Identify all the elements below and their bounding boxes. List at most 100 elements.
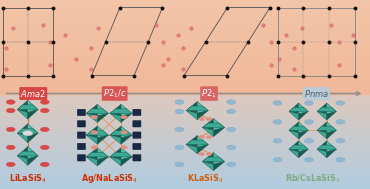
Bar [0, 36, 370, 37]
Text: $\it{Pnma}$: $\it{Pnma}$ [304, 88, 329, 99]
Bar [0, 38, 370, 39]
Bar [0, 52, 370, 53]
Bar [0, 69, 370, 70]
Bar [0, 3, 370, 4]
Polygon shape [97, 104, 108, 116]
Polygon shape [17, 110, 28, 119]
Bar [0, 154, 370, 155]
Bar [0, 64, 370, 65]
Bar [0, 85, 370, 86]
Circle shape [91, 131, 98, 134]
Circle shape [273, 157, 282, 162]
Bar [0, 16, 370, 17]
Circle shape [227, 109, 236, 114]
Bar [0, 104, 370, 105]
Bar [0, 0, 370, 1]
Bar [0, 9, 370, 10]
Bar [0, 12, 370, 13]
Bar [0, 173, 370, 174]
Bar [0, 57, 370, 58]
Circle shape [227, 127, 236, 132]
Bar [0, 78, 370, 79]
Polygon shape [317, 126, 336, 130]
Polygon shape [17, 100, 28, 112]
Bar [0, 98, 370, 99]
Bar [0, 166, 370, 167]
Bar [0, 39, 370, 40]
Bar [0, 13, 370, 14]
Bar [0, 136, 370, 137]
FancyBboxPatch shape [133, 121, 141, 127]
Polygon shape [97, 113, 108, 122]
Bar [0, 34, 370, 35]
Polygon shape [97, 148, 108, 160]
Polygon shape [202, 128, 213, 137]
Bar [0, 43, 370, 44]
Polygon shape [289, 145, 308, 149]
Bar [0, 44, 370, 45]
Bar [0, 155, 370, 156]
Polygon shape [110, 135, 121, 144]
Bar [0, 169, 370, 170]
Bar [0, 23, 370, 24]
Bar [0, 145, 370, 146]
Polygon shape [317, 130, 327, 139]
Bar [0, 140, 370, 141]
Polygon shape [289, 141, 299, 152]
Bar [0, 70, 370, 71]
Bar [0, 118, 370, 119]
Polygon shape [317, 103, 327, 114]
Bar [0, 66, 370, 67]
Bar [0, 96, 370, 97]
Bar [0, 162, 370, 163]
Polygon shape [121, 113, 132, 122]
Bar [0, 163, 370, 164]
Bar [0, 119, 370, 120]
Bar [0, 93, 370, 94]
Polygon shape [299, 103, 308, 114]
Bar [0, 27, 370, 28]
Bar [0, 164, 370, 165]
Bar [0, 94, 370, 95]
Circle shape [175, 145, 184, 150]
FancyBboxPatch shape [77, 155, 85, 161]
Polygon shape [110, 104, 121, 116]
Text: $\it{P}2_1$: $\it{P}2_1$ [201, 87, 217, 100]
Polygon shape [289, 130, 299, 139]
Bar [0, 28, 370, 29]
Bar [0, 137, 370, 138]
Circle shape [305, 120, 313, 124]
Bar [0, 146, 370, 147]
Polygon shape [17, 105, 38, 110]
Circle shape [6, 108, 15, 113]
Bar [0, 125, 370, 126]
Bar [0, 170, 370, 171]
Bar [0, 184, 370, 185]
FancyBboxPatch shape [77, 109, 85, 116]
Bar [0, 73, 370, 74]
Bar [0, 88, 370, 89]
Polygon shape [17, 151, 38, 156]
Bar [0, 151, 370, 152]
Circle shape [6, 162, 15, 167]
Polygon shape [213, 128, 225, 137]
Polygon shape [28, 110, 38, 119]
Bar [0, 121, 370, 122]
Circle shape [40, 145, 49, 150]
Circle shape [40, 100, 49, 104]
Circle shape [91, 146, 98, 149]
Bar [0, 60, 370, 61]
Bar [0, 95, 370, 96]
Bar [0, 139, 370, 140]
Bar [0, 33, 370, 34]
Polygon shape [110, 148, 121, 160]
Polygon shape [202, 123, 225, 128]
Circle shape [6, 100, 15, 104]
Bar [0, 109, 370, 110]
Bar [0, 61, 370, 62]
Polygon shape [327, 112, 336, 120]
Polygon shape [327, 141, 336, 152]
Polygon shape [110, 152, 132, 157]
FancyBboxPatch shape [77, 143, 85, 150]
Bar [0, 120, 370, 121]
